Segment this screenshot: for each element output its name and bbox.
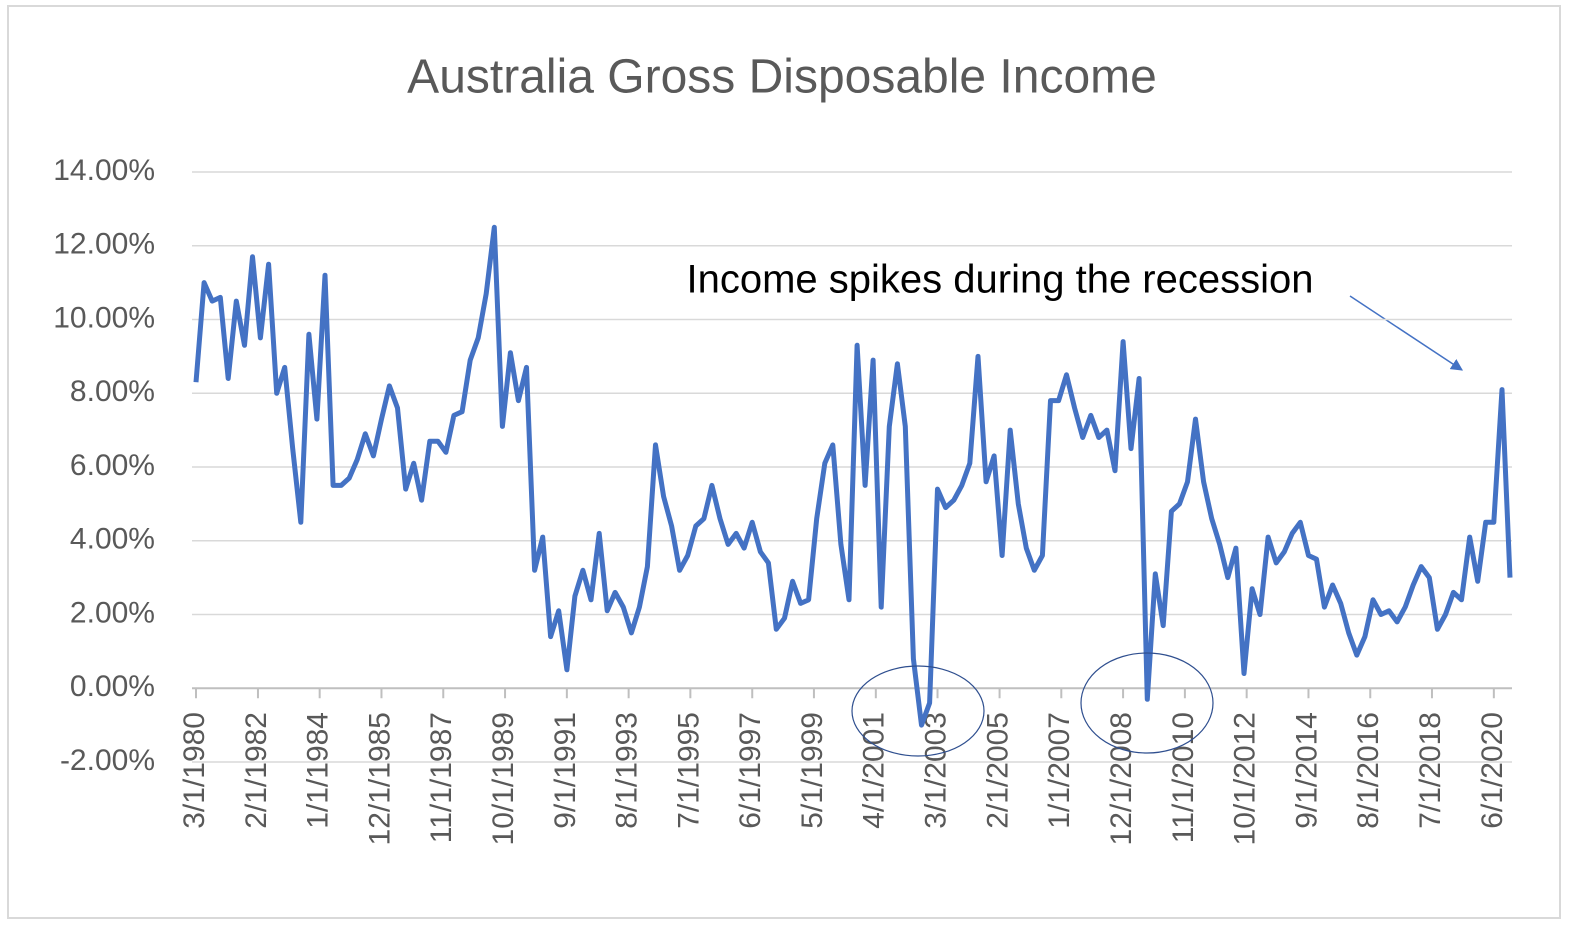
- y-tick-label: 6.00%: [70, 449, 155, 482]
- y-tick-label: 2.00%: [70, 596, 155, 629]
- x-tick-label: 12/1/2008: [1105, 712, 1138, 845]
- x-tick-label: 1/1/2007: [1043, 712, 1076, 829]
- highlight-ellipse: [851, 665, 985, 757]
- x-tick-label: 11/1/1987: [425, 712, 458, 843]
- x-tick-label: 9/1/1991: [549, 712, 582, 829]
- x-tick-label: 8/1/2016: [1352, 712, 1385, 829]
- x-tick-label: 1/1/1984: [302, 712, 335, 829]
- chart-frame: [7, 5, 1561, 919]
- x-tick-label: 6/1/1997: [734, 712, 767, 829]
- chart-title: Australia Gross Disposable Income: [407, 51, 1157, 104]
- x-tick-label: 8/1/1993: [611, 712, 644, 829]
- y-tick-label: 10.00%: [53, 301, 155, 334]
- x-tick-label: 9/1/2014: [1290, 712, 1323, 829]
- annotation: Income spikes during the recession: [687, 258, 1314, 302]
- x-tick-label: 6/1/2020: [1476, 712, 1509, 829]
- x-tick-label: 3/1/2003: [919, 712, 952, 829]
- highlight-ellipse: [1080, 652, 1214, 754]
- y-tick-label: 12.00%: [53, 228, 155, 261]
- x-tick-label: 12/1/1985: [363, 712, 396, 845]
- x-tick-label: 11/1/2010: [1167, 712, 1200, 843]
- x-tick-label: 4/1/2001: [858, 712, 891, 829]
- x-tick-label: 2/1/1982: [240, 712, 273, 829]
- y-tick-label: -2.00%: [60, 744, 155, 777]
- y-tick-label: 8.00%: [70, 375, 155, 408]
- data-line: [193, 224, 1513, 728]
- x-tick-label: 10/1/2012: [1229, 712, 1262, 845]
- x-tick-label: 10/1/1989: [487, 712, 520, 845]
- plot-area: -2.00% 0.00% 2.00% 4.00% 6.00% 8.00% 10.00% 12.…: [53, 154, 1513, 845]
- x-tick-label: 7/1/2018: [1414, 712, 1447, 829]
- annotation-arrow: [1349, 295, 1464, 371]
- x-tick-label: 7/1/1995: [672, 712, 705, 829]
- y-tick-label: 4.00%: [70, 523, 155, 556]
- x-tick-label: 3/1/1980: [178, 712, 211, 829]
- y-tick-label: 0.00%: [70, 670, 155, 703]
- y-tick-label: 14.00%: [53, 154, 155, 187]
- x-tick-label: 5/1/1999: [796, 712, 829, 829]
- x-tick-label: 2/1/2005: [982, 712, 1015, 829]
